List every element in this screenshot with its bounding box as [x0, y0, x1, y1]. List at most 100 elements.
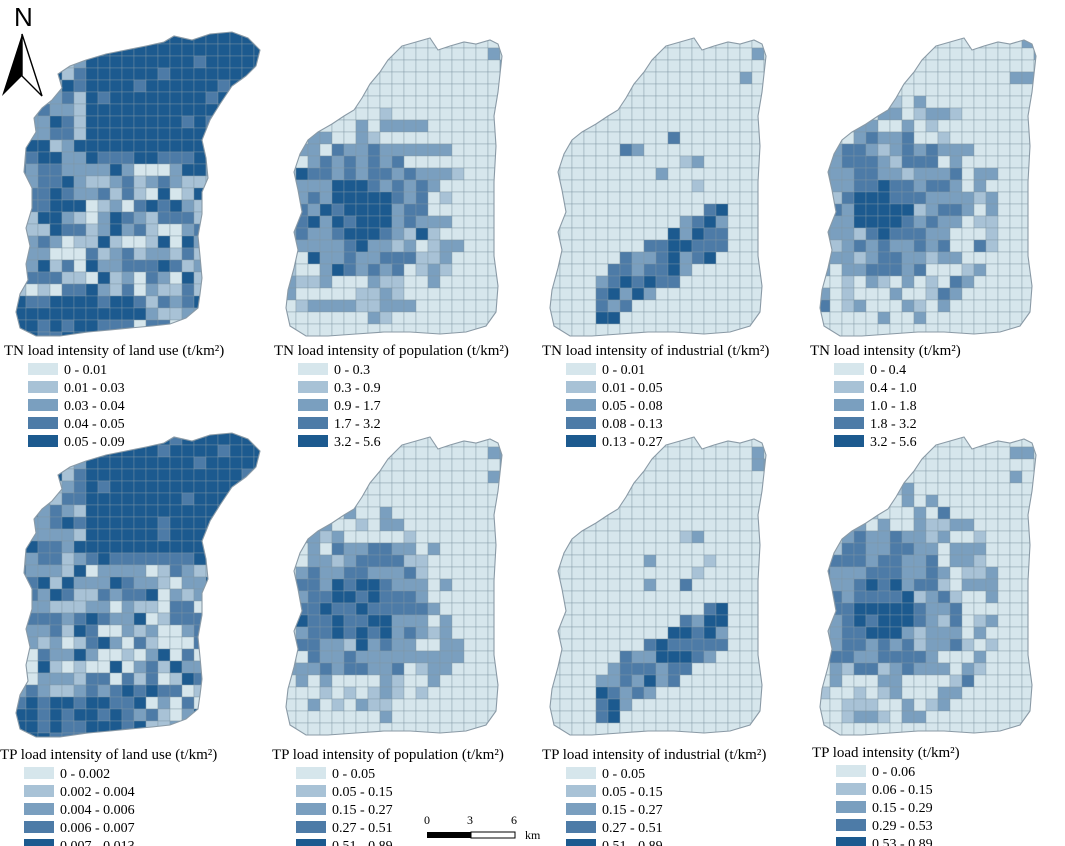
- grid-cell: [1021, 734, 1035, 735]
- legend-swatch: [298, 363, 328, 375]
- legend-swatch: [566, 821, 596, 833]
- grid-cell: [181, 175, 195, 189]
- grid-cell: [961, 263, 975, 277]
- grid-cell: [643, 482, 657, 496]
- grid-cell: [1009, 470, 1023, 484]
- scale-tick-0: 0: [424, 813, 430, 827]
- grid-cell: [973, 71, 987, 85]
- grid-cell: [169, 283, 183, 297]
- grid-cell: [121, 32, 135, 45]
- grid-cell: [1046, 519, 1058, 531]
- grid-cell: [133, 199, 147, 213]
- grid-cell: [85, 283, 99, 297]
- grid-cell: [121, 468, 135, 482]
- grid-cell: [841, 167, 855, 181]
- grid-cell: [415, 83, 429, 97]
- grid-cell: [451, 722, 465, 735]
- grid-cell: [229, 516, 243, 530]
- grid-cell: [319, 131, 333, 145]
- grid-cell: [49, 696, 63, 710]
- grid-cell: [559, 83, 573, 97]
- grid-cell: [133, 247, 147, 261]
- grid-cell: [16, 588, 27, 602]
- grid-cell: [286, 542, 297, 556]
- grid-cell: [1033, 626, 1036, 640]
- grid-cell: [763, 722, 766, 735]
- grid-cell: [367, 323, 381, 336]
- grid-cell: [463, 602, 477, 616]
- grid-cell: [451, 311, 465, 325]
- grid-cell: [16, 504, 27, 518]
- grid-cell: [703, 446, 717, 460]
- grid-cell: [205, 600, 219, 614]
- grid-cell: [937, 107, 951, 121]
- grid-cell: [889, 626, 903, 640]
- grid-cell: [487, 131, 501, 145]
- grid-cell: [961, 566, 975, 580]
- grid-cell: [889, 239, 903, 253]
- grid-cell: [403, 506, 417, 520]
- grid-cell: [776, 507, 788, 519]
- grid-cell: [73, 564, 87, 578]
- grid-cell: [524, 603, 536, 615]
- grid-cell: [133, 660, 147, 674]
- grid-cell: [853, 686, 867, 700]
- grid-cell: [193, 564, 207, 578]
- grid-cell: [865, 710, 879, 724]
- grid-cell: [355, 518, 369, 532]
- grid-cell: [331, 131, 345, 145]
- grid-cell: [877, 626, 891, 640]
- grid-cell: [1058, 735, 1065, 747]
- grid-cell: [889, 674, 903, 688]
- grid-cell: [286, 650, 297, 664]
- grid-cell: [217, 211, 231, 225]
- grid-cell: [655, 239, 669, 253]
- grid-cell: [655, 554, 669, 568]
- grid-cell: [776, 567, 788, 579]
- grid-cell: [1046, 591, 1058, 603]
- grid-cell: [145, 528, 159, 542]
- grid-cell: [643, 311, 657, 325]
- grid-cell: [61, 540, 75, 554]
- grid-cell: [643, 506, 657, 520]
- grid-cell: [679, 263, 693, 277]
- grid-cell: [631, 191, 645, 205]
- grid-cell: [181, 199, 195, 213]
- grid-cell: [739, 47, 753, 61]
- grid-cell: [1033, 38, 1036, 49]
- legend-tn-total: TN load intensity (t/km²)0 - 0.40.4 - 1.…: [810, 343, 961, 450]
- grid-cell: [655, 734, 669, 735]
- grid-cell: [16, 468, 27, 482]
- grid-cell: [49, 32, 63, 45]
- grid-cell: [1046, 72, 1058, 84]
- grid-cell: [877, 239, 891, 253]
- grid-cell: [703, 662, 717, 676]
- grid-cell: [499, 482, 502, 496]
- grid-cell: [169, 444, 183, 458]
- grid-cell: [643, 494, 657, 508]
- grid-cell: [217, 79, 231, 93]
- grid-cell: [475, 143, 489, 157]
- grid-cell: [739, 227, 753, 241]
- grid-cell: [595, 203, 609, 217]
- grid-cell: [925, 662, 939, 676]
- grid-cell: [865, 179, 879, 193]
- grid-cell: [403, 554, 417, 568]
- grid-cell: [727, 674, 741, 688]
- grid-cell: [997, 734, 1011, 735]
- grid-cell: [403, 191, 417, 205]
- grid-cell: [331, 215, 345, 229]
- grid-cell: [679, 155, 693, 169]
- grid-cell: [241, 516, 255, 530]
- grid-cell: [1058, 459, 1065, 471]
- grid-cell: [61, 492, 75, 506]
- grid-cell: [901, 299, 915, 313]
- grid-cell: [655, 518, 669, 532]
- grid-cell: [715, 638, 729, 652]
- grid-cell: [1058, 312, 1065, 324]
- grid-cell: [229, 468, 243, 482]
- grid-cell: [595, 287, 609, 301]
- grid-cell: [1046, 615, 1058, 627]
- grid-cell: [307, 59, 321, 73]
- grid-cell: [241, 43, 255, 57]
